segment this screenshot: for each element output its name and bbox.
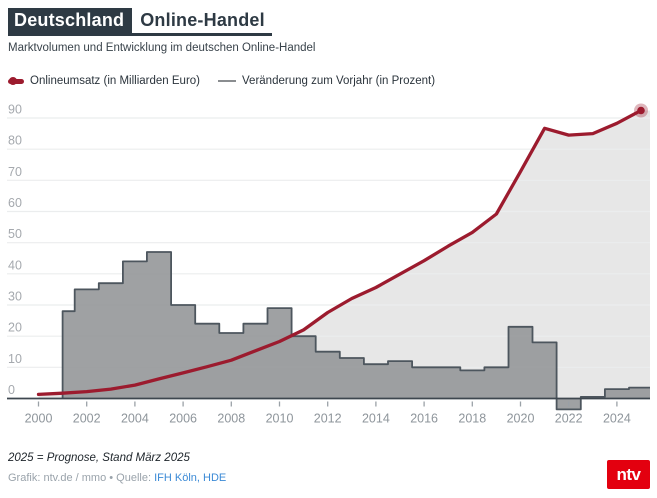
revenue-end-dot — [637, 106, 645, 115]
x-axis-labels: 2000 2002 2004 2006 2008 2010 2012 2014 2016 2018… — [25, 412, 631, 426]
svg-text:2002: 2002 — [73, 412, 101, 426]
red-line-dot-icon — [8, 77, 24, 85]
x-axis-ticks — [37, 401, 618, 407]
svg-text:10: 10 — [8, 352, 22, 366]
svg-text:80: 80 — [8, 134, 22, 148]
source-link[interactable]: IFH Köln, HDE — [154, 472, 227, 484]
title-rest: Online-Handel — [140, 10, 265, 30]
svg-text:2018: 2018 — [458, 412, 486, 426]
svg-text:2024: 2024 — [603, 412, 631, 426]
svg-text:40: 40 — [8, 258, 22, 272]
svg-text:0: 0 — [8, 383, 15, 397]
svg-text:70: 70 — [8, 165, 22, 179]
svg-text:20: 20 — [8, 321, 22, 335]
svg-text:50: 50 — [8, 227, 22, 241]
title-highlight: Deutschland — [8, 8, 133, 33]
revenue-area-fill — [38, 110, 650, 399]
page-title: Deutschland Online-Handel — [8, 8, 265, 33]
gray-line-icon — [218, 79, 237, 83]
svg-text:2014: 2014 — [362, 412, 390, 426]
svg-text:30: 30 — [8, 290, 22, 304]
chart-subtitle: Marktvolumen und Entwicklung im deutsche… — [8, 42, 316, 54]
title-underline — [8, 33, 272, 36]
legend: Onlineumsatz (in Milliarden Euro) Veränd… — [8, 75, 435, 87]
revenue-line — [36, 108, 643, 397]
svg-text:90: 90 — [8, 103, 22, 117]
change-step-outline — [61, 251, 650, 411]
svg-text:2012: 2012 — [314, 412, 342, 426]
svg-text:2008: 2008 — [217, 412, 245, 426]
svg-text:2022: 2022 — [555, 412, 583, 426]
svg-text:2020: 2020 — [507, 412, 535, 426]
change-step-area — [62, 252, 651, 410]
svg-text:2016: 2016 — [410, 412, 438, 426]
svg-text:2006: 2006 — [169, 412, 197, 426]
svg-text:60: 60 — [8, 196, 22, 210]
legend-item-change: Veränderung zum Vorjahr (in Prozent) — [218, 75, 435, 87]
legend-item-revenue: Onlineumsatz (in Milliarden Euro) — [8, 75, 200, 87]
svg-text:2004: 2004 — [121, 412, 149, 426]
legend-label-change: Veränderung zum Vorjahr (in Prozent) — [242, 75, 436, 87]
legend-label-revenue: Onlineumsatz (in Milliarden Euro) — [30, 75, 201, 87]
svg-text:2010: 2010 — [266, 412, 294, 426]
svg-text:2000: 2000 — [25, 412, 53, 426]
y-axis-labels: 0 10 20 30 40 50 60 70 80 90 — [8, 103, 22, 398]
